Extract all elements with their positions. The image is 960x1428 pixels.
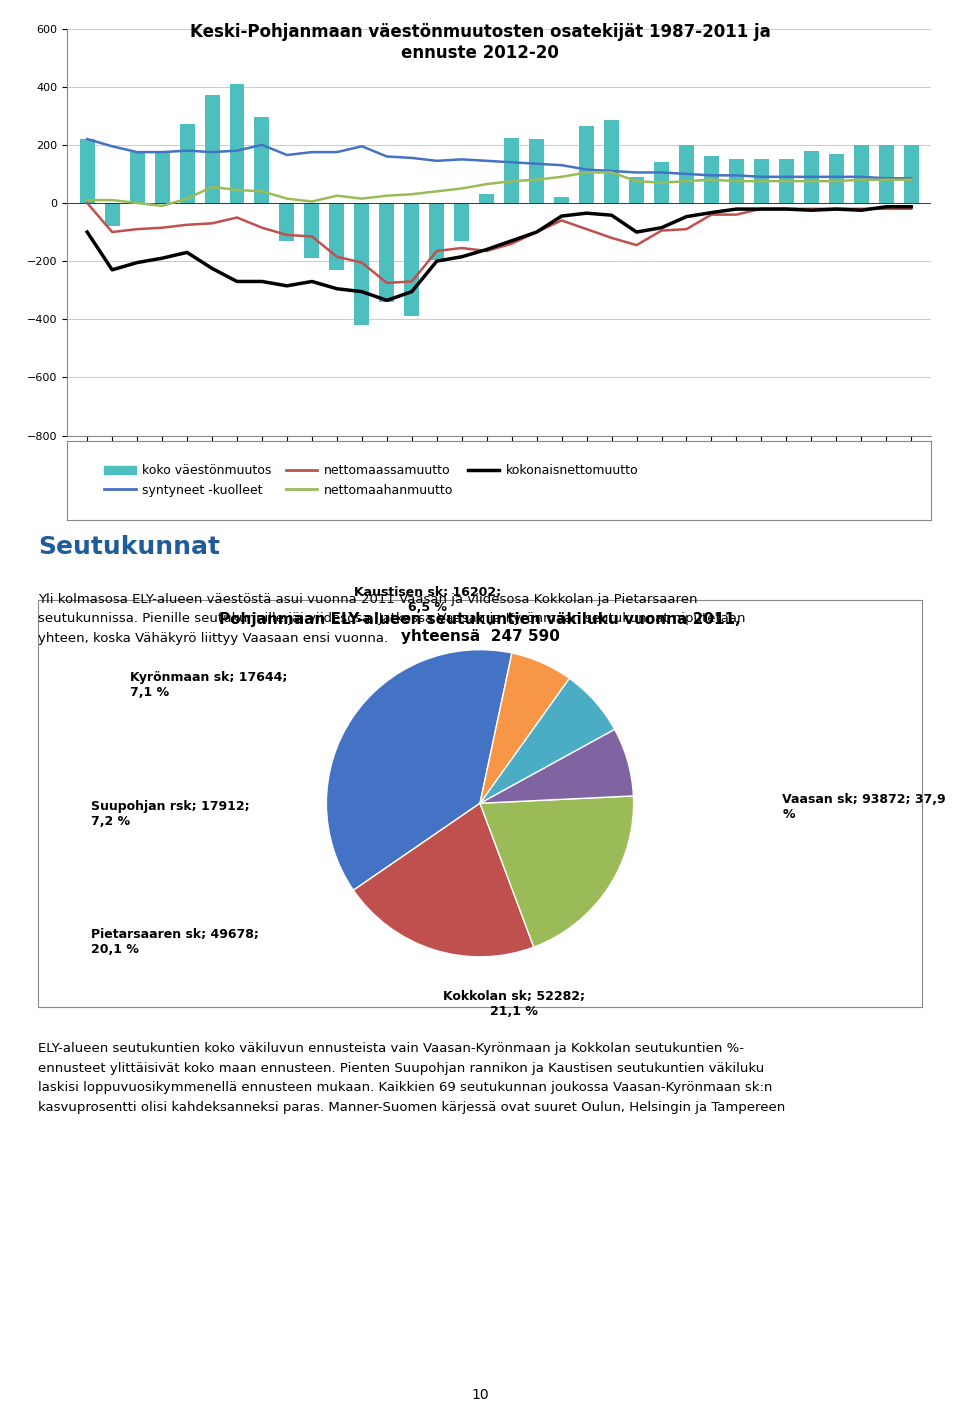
Bar	[679, 144, 694, 203]
Bar	[629, 177, 644, 203]
Text: ELY-alueen seutukuntien koko väkiluvun ennusteista vain Vaasan-Kyrönmaan ja Kokk: ELY-alueen seutukuntien koko väkiluvun e…	[38, 1042, 785, 1114]
Wedge shape	[326, 650, 512, 890]
Bar	[329, 203, 345, 270]
Bar	[579, 126, 594, 203]
Text: Pietarsaaren sk; 49678;
20,1 %: Pietarsaaren sk; 49678; 20,1 %	[91, 928, 259, 957]
Bar	[105, 203, 120, 226]
Legend: koko väestönmuutos, syntyneet -kuolleet, nettomaassamuutto, nettomaahanmuutto, k: koko väestönmuutos, syntyneet -kuolleet,…	[100, 460, 643, 501]
Wedge shape	[353, 803, 534, 957]
Bar	[504, 137, 519, 203]
Wedge shape	[480, 730, 634, 803]
Bar	[779, 160, 794, 203]
Bar	[729, 160, 744, 203]
Text: Kaustisen sk; 16202;
6,5 %: Kaustisen sk; 16202; 6,5 %	[353, 585, 501, 614]
Bar	[279, 203, 295, 241]
Bar	[80, 139, 95, 203]
Bar	[828, 154, 844, 203]
Text: Suupohjan rsk; 17912;
7,2 %: Suupohjan rsk; 17912; 7,2 %	[91, 800, 250, 828]
Bar	[529, 139, 544, 203]
Bar	[878, 144, 894, 203]
Bar	[604, 120, 619, 203]
Bar	[229, 84, 245, 203]
Text: Kokkolan sk; 52282;
21,1 %: Kokkolan sk; 52282; 21,1 %	[443, 990, 585, 1018]
Bar	[354, 203, 370, 326]
Bar	[804, 151, 819, 203]
Text: Seutukunnat: Seutukunnat	[38, 536, 221, 560]
Bar	[254, 117, 270, 203]
Bar	[155, 151, 170, 203]
Wedge shape	[480, 795, 634, 947]
Text: Pohjanmaan ELY-alueen seutukuntien väkiluku vuonna 2011,
yhteensä  247 590: Pohjanmaan ELY-alueen seutukuntien väkil…	[219, 613, 741, 644]
Bar	[479, 194, 494, 203]
Bar	[754, 160, 769, 203]
Text: Vaasan sk; 93872; 37,9
%: Vaasan sk; 93872; 37,9 %	[782, 793, 946, 821]
Wedge shape	[480, 678, 614, 803]
Bar	[429, 203, 444, 260]
Text: Keski-Pohjanmaan väestönmuutosten osatekijät 1987-2011 ja
ennuste 2012-20: Keski-Pohjanmaan väestönmuutosten osatek…	[190, 23, 770, 61]
Text: Kyrönmaan sk; 17644;
7,1 %: Kyrönmaan sk; 17644; 7,1 %	[130, 671, 287, 700]
Bar	[204, 96, 220, 203]
Bar	[180, 124, 195, 203]
Bar	[554, 197, 569, 203]
Wedge shape	[480, 653, 569, 803]
Bar	[853, 144, 869, 203]
Bar	[379, 203, 395, 301]
Bar	[903, 144, 919, 203]
Bar	[130, 153, 145, 203]
Bar	[654, 163, 669, 203]
Text: Yli kolmasosa ELY-alueen väestöstä asui vuonna 2011 Vaasan ja viidesosa Kokkolan: Yli kolmasosa ELY-alueen väestöstä asui …	[38, 593, 746, 644]
Bar	[454, 203, 469, 241]
Bar	[404, 203, 420, 317]
Bar	[704, 157, 719, 203]
Bar	[304, 203, 320, 258]
Text: 10: 10	[471, 1388, 489, 1402]
